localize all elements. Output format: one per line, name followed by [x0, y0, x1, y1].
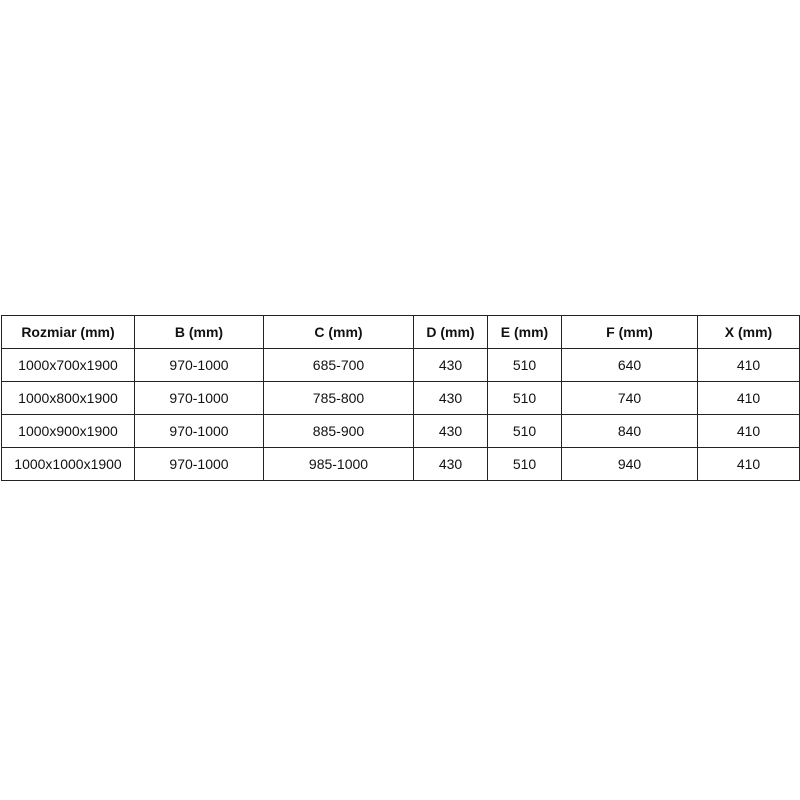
table-cell: 410: [697, 414, 800, 448]
table-cell: 430: [413, 348, 488, 382]
table-cell: 1000x1000x1900: [1, 447, 135, 481]
table-cell: 970-1000: [134, 348, 264, 382]
table-cell: 840: [561, 414, 698, 448]
table-cell: 410: [697, 381, 800, 415]
table-row: 1000x700x1900 970-1000 685-700 430 510 640 410: [1, 348, 800, 382]
table-cell: 1000x900x1900: [1, 414, 135, 448]
table-cell: 740: [561, 381, 698, 415]
table-cell: 685-700: [263, 348, 414, 382]
header-cell: C (mm): [263, 315, 414, 349]
table-cell: 785-800: [263, 381, 414, 415]
table-cell: 1000x700x1900: [1, 348, 135, 382]
header-row: Rozmiar (mm) B (mm) C (mm) D (mm) E (mm)…: [1, 315, 800, 349]
table-cell: 410: [697, 447, 800, 481]
table-cell: 430: [413, 381, 488, 415]
dimensions-table: Rozmiar (mm) B (mm) C (mm) D (mm) E (mm)…: [1, 315, 800, 481]
table-cell: 940: [561, 447, 698, 481]
header-cell: F (mm): [561, 315, 698, 349]
table-cell: 430: [413, 447, 488, 481]
table-cell: 1000x800x1900: [1, 381, 135, 415]
table-cell: 885-900: [263, 414, 414, 448]
header-cell: E (mm): [487, 315, 562, 349]
table-cell: 510: [487, 447, 562, 481]
table-row: 1000x1000x1900 970-1000 985-1000 430 510 940 4…: [1, 447, 800, 481]
table-cell: 510: [487, 414, 562, 448]
header-cell: D (mm): [413, 315, 488, 349]
table-cell: 640: [561, 348, 698, 382]
header-cell: Rozmiar (mm): [1, 315, 135, 349]
table-row: 1000x900x1900 970-1000 885-900 430 510 840 410: [1, 414, 800, 448]
table-cell: 985-1000: [263, 447, 414, 481]
table-cell: 970-1000: [134, 447, 264, 481]
table-cell: 510: [487, 381, 562, 415]
table-row: 1000x800x1900 970-1000 785-800 430 510 740 410: [1, 381, 800, 415]
table-cell: 510: [487, 348, 562, 382]
header-cell: X (mm): [697, 315, 800, 349]
header-cell: B (mm): [134, 315, 264, 349]
table-cell: 410: [697, 348, 800, 382]
table-cell: 970-1000: [134, 381, 264, 415]
table-cell: 430: [413, 414, 488, 448]
table-cell: 970-1000: [134, 414, 264, 448]
